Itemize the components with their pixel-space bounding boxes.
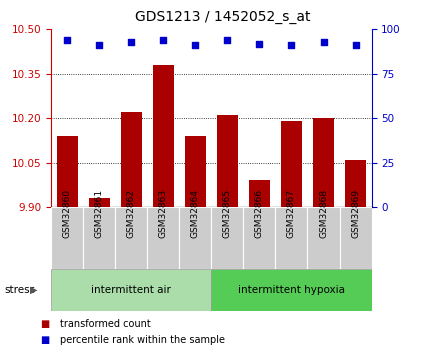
Text: GSM32863: GSM32863 xyxy=(159,189,168,238)
Text: GSM32869: GSM32869 xyxy=(351,189,360,238)
Bar xyxy=(121,112,142,207)
Point xyxy=(96,42,103,48)
Bar xyxy=(51,269,211,310)
Bar xyxy=(89,198,109,207)
Text: GSM32865: GSM32865 xyxy=(223,189,232,238)
Text: GSM32861: GSM32861 xyxy=(95,189,104,238)
Point xyxy=(128,39,135,45)
Bar xyxy=(153,65,174,207)
Text: GSM32860: GSM32860 xyxy=(63,189,72,238)
Text: GDS1213 / 1452052_s_at: GDS1213 / 1452052_s_at xyxy=(135,10,310,24)
Text: stress: stress xyxy=(4,285,36,295)
Point xyxy=(352,42,359,48)
Text: ■: ■ xyxy=(40,335,49,345)
Bar xyxy=(281,121,302,207)
Bar xyxy=(179,207,211,269)
Bar xyxy=(340,207,372,269)
Bar xyxy=(345,160,366,207)
Point xyxy=(224,37,231,43)
Bar xyxy=(211,207,243,269)
Bar xyxy=(217,115,238,207)
Text: percentile rank within the sample: percentile rank within the sample xyxy=(60,335,225,345)
Bar xyxy=(313,118,334,207)
Bar xyxy=(147,207,179,269)
Bar xyxy=(115,207,147,269)
Bar xyxy=(249,180,270,207)
Point xyxy=(64,37,71,43)
Text: ▶: ▶ xyxy=(30,285,38,295)
Point xyxy=(320,39,327,45)
Text: GSM32866: GSM32866 xyxy=(255,189,264,238)
Bar xyxy=(83,207,115,269)
Text: intermittent air: intermittent air xyxy=(91,285,171,295)
Bar xyxy=(243,207,275,269)
Text: transformed count: transformed count xyxy=(60,319,151,329)
Point xyxy=(288,42,295,48)
Text: GSM32867: GSM32867 xyxy=(287,189,296,238)
Text: GSM32868: GSM32868 xyxy=(319,189,328,238)
Bar xyxy=(275,207,307,269)
Text: ■: ■ xyxy=(40,319,49,329)
Text: intermittent hypoxia: intermittent hypoxia xyxy=(238,285,345,295)
Text: GSM32862: GSM32862 xyxy=(127,189,136,238)
Bar xyxy=(211,269,372,310)
Point xyxy=(160,37,167,43)
Bar xyxy=(307,207,340,269)
Point xyxy=(192,42,199,48)
Bar xyxy=(57,136,77,207)
Bar xyxy=(185,136,206,207)
Bar xyxy=(51,207,83,269)
Text: GSM32864: GSM32864 xyxy=(191,189,200,238)
Point xyxy=(256,41,263,46)
